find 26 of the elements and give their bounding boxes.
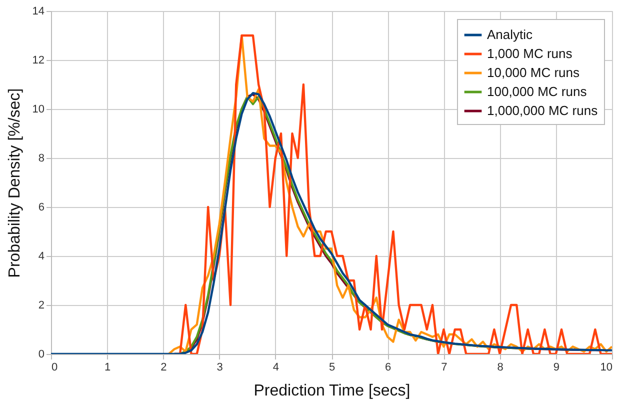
x-tick-label: 10 bbox=[600, 362, 612, 374]
x-tick-label: 1 bbox=[104, 362, 111, 374]
x-tick-label: 0 bbox=[52, 362, 58, 374]
y-tick-label: 12 bbox=[32, 54, 44, 66]
x-tick-label: 7 bbox=[441, 362, 448, 374]
y-tick-label: 2 bbox=[38, 300, 44, 312]
y-tick-label: 6 bbox=[38, 202, 44, 214]
x-tick-label: 8 bbox=[497, 362, 504, 374]
x-tick-label: 3 bbox=[216, 362, 223, 374]
x-tick-label: 4 bbox=[272, 362, 279, 374]
x-tick-label: 6 bbox=[385, 362, 392, 374]
y-tick-label: 0 bbox=[38, 348, 44, 360]
legend-label: 1,000 MC runs bbox=[487, 46, 573, 61]
x-axis-title: Prediction Time [secs] bbox=[254, 382, 410, 400]
legend-label: 1,000,000 MC runs bbox=[487, 103, 598, 118]
x-tick-label: 2 bbox=[160, 362, 167, 374]
y-axis-title: Probability Density [%/sec] bbox=[6, 88, 24, 278]
y-tick-label: 8 bbox=[38, 152, 44, 164]
legend-label: Analytic bbox=[487, 27, 534, 42]
x-tick-label: 9 bbox=[553, 362, 560, 374]
legend-label: 10,000 MC runs bbox=[487, 65, 580, 80]
y-tick-label: 14 bbox=[32, 6, 44, 18]
y-tick-label: 4 bbox=[38, 250, 44, 262]
legend-label: 100,000 MC runs bbox=[487, 84, 588, 99]
x-tick-label: 5 bbox=[328, 362, 336, 374]
y-tick-label: 10 bbox=[32, 104, 44, 116]
